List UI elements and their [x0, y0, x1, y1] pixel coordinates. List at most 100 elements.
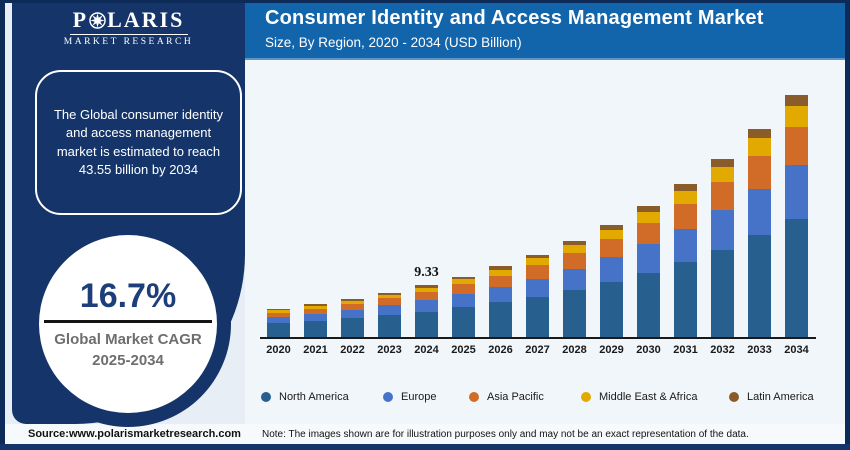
logo-tagline: MARKET RESEARCH [63, 37, 194, 47]
x-tick-label-2026: 2026 [488, 344, 513, 356]
x-tick-label-2029: 2029 [599, 344, 624, 356]
bar-segment-2024 [415, 287, 438, 292]
bar-segment-2031 [674, 228, 697, 263]
bar-segment-2030 [637, 272, 660, 337]
bar-segment-2033 [748, 235, 771, 337]
bar-segment-2023 [378, 305, 401, 316]
bar-segment-2024 [415, 291, 438, 301]
legend-dot-icon [729, 391, 739, 402]
bar-segment-2024 [415, 311, 438, 337]
bar-segment-2032 [711, 158, 734, 167]
bar-segment-2025 [452, 279, 475, 285]
cagr-label-line2: 2025-2034 [92, 351, 164, 369]
legend-dot-icon [261, 391, 271, 402]
bar-segment-2026 [489, 275, 512, 287]
bar-2030 [637, 206, 660, 337]
source-text: Source:www.polarismarketresearch.com [28, 428, 241, 440]
bar-segment-2027 [526, 258, 549, 266]
footer-bar: Source:www.polarismarketresearch.com Not… [5, 424, 845, 444]
bar-segment-2023 [378, 315, 401, 337]
note-text: Note: The images shown are for illustrat… [262, 429, 749, 440]
bar-segment-2022 [341, 303, 364, 310]
bar-segment-2020 [267, 308, 290, 311]
bar-2022 [341, 298, 364, 337]
x-tick-label-2028: 2028 [562, 344, 587, 356]
legend-label: Latin America [747, 390, 814, 403]
cagr-label-line1: Global Market CAGR [54, 330, 202, 348]
bar-segment-2026 [489, 302, 512, 337]
bar-segment-2027 [526, 265, 549, 279]
logo-letters-rest: LARIS [107, 7, 185, 32]
bar-segment-2032 [711, 210, 734, 250]
legend-item-asia-pacific: Asia Pacific [469, 389, 544, 404]
legend-label: Middle East & Africa [599, 390, 698, 403]
bar-segment-2021 [304, 320, 327, 337]
logo-wordmark: P LARIS [73, 9, 185, 31]
bar-segment-2027 [526, 278, 549, 297]
bar-segment-2029 [600, 282, 623, 337]
legend-item-north-america: North America [261, 389, 349, 404]
bar-segment-2022 [341, 300, 364, 304]
frame-border-right [845, 0, 850, 450]
bar-segment-2027 [526, 296, 549, 337]
bar-segment-2033 [748, 138, 771, 157]
bar-segment-2033 [748, 129, 771, 139]
bar-segment-2031 [674, 184, 697, 192]
legend-item-latin-america: Latin America [729, 389, 814, 404]
bar-segment-2034 [785, 95, 808, 107]
bar-segment-2032 [711, 166, 734, 182]
bar-segment-2030 [637, 206, 660, 213]
x-tick-label-2024: 2024 [414, 344, 439, 356]
bar-segment-2032 [711, 181, 734, 211]
bar-segment-2028 [563, 253, 586, 269]
bar-segment-2028 [563, 268, 586, 290]
bar-2034 [785, 95, 808, 337]
bar-segment-2025 [452, 276, 475, 280]
legend-label: North America [279, 390, 349, 403]
x-tick-label-2020: 2020 [266, 344, 291, 356]
bar-segment-2024 [415, 285, 438, 288]
cagr-badge: 16.7% Global Market CAGR 2025-2034 [39, 235, 217, 413]
bar-2021 [304, 304, 327, 337]
bar-segment-2029 [600, 239, 623, 258]
bar-segment-2030 [637, 212, 660, 224]
bar-segment-2029 [600, 257, 623, 283]
compass-star-icon [89, 11, 106, 29]
data-label-2024: 9.33 [414, 265, 439, 281]
bar-2025 [452, 276, 475, 337]
bar-segment-2028 [563, 245, 586, 254]
market-estimate-text: The Global consumer identity and access … [53, 107, 224, 177]
bar-2031 [674, 184, 697, 337]
frame-border-top [0, 0, 850, 3]
bar-segment-2022 [341, 298, 364, 301]
bar-segment-2020 [267, 312, 290, 318]
legend-dot-icon [383, 391, 393, 402]
bar-segment-2024 [415, 300, 438, 312]
bar-2028 [563, 240, 586, 337]
header-bar: Consumer Identity and Access Management … [245, 0, 845, 60]
bar-segment-2034 [785, 126, 808, 166]
legend-item-middle-east-africa: Middle East & Africa [581, 389, 697, 404]
market-estimate-callout: The Global consumer identity and access … [35, 70, 242, 215]
x-tick-label-2032: 2032 [710, 344, 735, 356]
cagr-label: Global Market CAGR 2025-2034 [54, 329, 202, 371]
bar-2027 [526, 254, 549, 337]
bar-segment-2029 [600, 224, 623, 230]
bar-segment-2028 [563, 240, 586, 246]
bar-segment-2025 [452, 294, 475, 308]
bar-2026 [489, 266, 512, 337]
bar-segment-2029 [600, 229, 623, 240]
bar-segment-2025 [452, 284, 475, 295]
x-tick-label-2031: 2031 [673, 344, 698, 356]
cagr-divider [44, 319, 212, 323]
bar-segment-2031 [674, 204, 697, 229]
logo-divider [69, 34, 188, 35]
bar-segment-2022 [341, 318, 364, 337]
bar-2023 [378, 292, 401, 337]
bar-2020 [267, 308, 290, 337]
bar-segment-2023 [378, 292, 401, 295]
x-tick-label-2021: 2021 [303, 344, 328, 356]
x-tick-label-2030: 2030 [636, 344, 661, 356]
bar-segment-2023 [378, 294, 401, 299]
